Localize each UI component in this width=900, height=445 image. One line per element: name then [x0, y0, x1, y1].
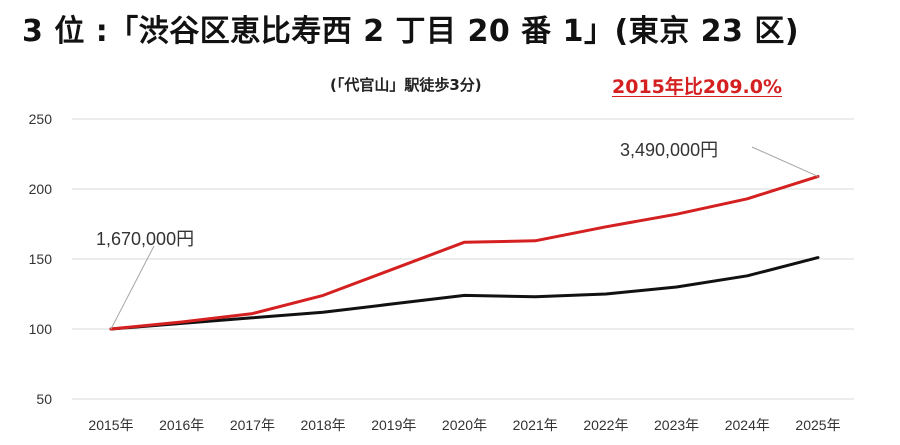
x-tick-label: 2018年	[301, 417, 346, 433]
x-tick-label: 2017年	[230, 417, 275, 433]
y-tick-label: 50	[36, 391, 52, 407]
data-annotation: 1,670,000円	[96, 229, 194, 249]
y-tick-label: 100	[29, 321, 53, 337]
x-tick-label: 2019年	[371, 417, 416, 433]
annotation-leader	[751, 146, 819, 177]
x-tick-label: 2020年	[442, 417, 487, 433]
series-line	[109, 256, 820, 331]
y-tick-label: 250	[29, 111, 53, 127]
y-tick-label: 150	[29, 251, 53, 267]
x-tick-label: 2022年	[583, 417, 628, 433]
annotation-leader	[110, 245, 155, 330]
chart-title: 3 位 :「渋谷区恵比寿西 2 丁目 20 番 1」(東京 23 区)	[22, 14, 800, 49]
x-tick-label: 2025年	[795, 417, 840, 433]
x-tick-label: 2021年	[513, 417, 558, 433]
x-tick-label: 2016年	[159, 417, 204, 433]
data-annotation: 3,490,000円	[620, 140, 718, 160]
x-tick-label: 2015年	[88, 417, 133, 433]
x-tick-label: 2023年	[654, 417, 699, 433]
chart-subtitle: (「代官山」駅徒歩3分)	[330, 76, 482, 94]
ratio-callout: 2015年比209.0%	[612, 76, 783, 98]
y-tick-label: 200	[29, 181, 53, 197]
x-tick-label: 2024年	[725, 417, 770, 433]
series-line	[109, 174, 820, 331]
